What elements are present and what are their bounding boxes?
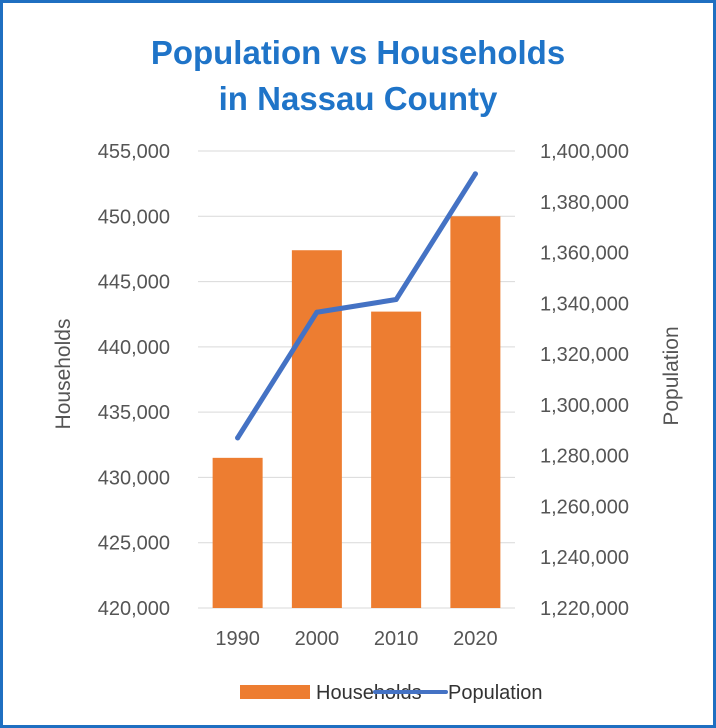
households-bar xyxy=(212,457,263,608)
right-axis-tick-label: 1,400,000 xyxy=(540,141,629,163)
right-axis-tick-label: 1,360,000 xyxy=(540,243,629,265)
population-line xyxy=(235,171,478,441)
x-axis-ticks: 1990 2000 2010 2020 xyxy=(215,628,497,650)
households-bar xyxy=(291,250,342,608)
left-axis-tick-label: 435,000 xyxy=(98,402,170,424)
right-axis-tick-label: 1,320,000 xyxy=(540,344,629,366)
left-axis-tick-label: 455,000 xyxy=(98,141,170,163)
right-axis-tick-label: 1,380,000 xyxy=(540,192,629,214)
x-axis-tick-label: 2020 xyxy=(453,628,498,650)
left-axis-tick-label: 450,000 xyxy=(98,206,170,228)
population-point xyxy=(235,435,241,441)
left-axis-ticks: 420,000 425,000 430,000 435,000 440,000 445,0… xyxy=(98,141,170,620)
households-bars xyxy=(212,216,501,609)
legend-households-swatch xyxy=(240,685,310,699)
legend-households-label: Households xyxy=(316,682,422,704)
right-axis-tick-label: 1,280,000 xyxy=(540,446,629,468)
chart-title: Population vs Households xyxy=(150,34,566,71)
left-axis-tick-label: 440,000 xyxy=(98,337,170,359)
legend-population-label: Population xyxy=(448,682,543,704)
population-point xyxy=(472,171,478,177)
left-axis-tick-label: 430,000 xyxy=(98,467,170,489)
chart-title-block: Population vs Households in Nassau Count… xyxy=(0,30,716,122)
x-axis-tick-label: 2010 xyxy=(374,628,419,650)
households-bar xyxy=(371,311,422,608)
population-point xyxy=(393,297,399,303)
right-axis-tick-label: 1,220,000 xyxy=(540,598,629,620)
left-axis-title: Households xyxy=(52,319,75,430)
households-bar xyxy=(450,216,501,609)
left-axis-tick-label: 445,000 xyxy=(98,272,170,294)
left-axis-tick-label: 425,000 xyxy=(98,533,170,555)
legend: Households Population xyxy=(240,682,543,704)
right-axis-tick-label: 1,300,000 xyxy=(540,395,629,417)
right-axis-ticks: 1,220,000 1,240,000 1,260,000 1,280,000 1,30… xyxy=(540,141,629,620)
right-axis-tick-label: 1,260,000 xyxy=(540,496,629,518)
x-axis-tick-label: 2000 xyxy=(295,628,340,650)
population-line-layer xyxy=(235,171,478,441)
left-axis-tick-label: 420,000 xyxy=(98,598,170,620)
right-axis-tick-label: 1,340,000 xyxy=(540,293,629,315)
x-axis-tick-label: 1990 xyxy=(215,628,260,650)
chart-subtitle: in Nassau County xyxy=(218,80,498,117)
population-point xyxy=(314,309,320,315)
right-axis-tick-label: 1,240,000 xyxy=(540,547,629,569)
right-axis-title: Population xyxy=(660,326,683,425)
